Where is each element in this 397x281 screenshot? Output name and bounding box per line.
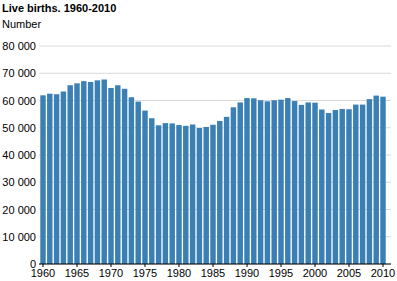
- x-axis: [39, 264, 391, 265]
- x-tick-label: 1975: [133, 267, 157, 279]
- x-tick-label: 1985: [201, 267, 225, 279]
- bar: [203, 127, 208, 264]
- bar: [319, 109, 324, 264]
- bar: [129, 97, 134, 264]
- y-tick-label: 60 000: [2, 95, 36, 107]
- grid-line: [39, 264, 391, 265]
- bar: [353, 105, 358, 264]
- bar: [169, 123, 174, 264]
- bar: [326, 113, 331, 264]
- bar: [258, 100, 263, 264]
- y-tick-label: 30 000: [2, 176, 36, 188]
- bar: [122, 89, 127, 264]
- bar: [224, 117, 229, 264]
- bar: [299, 105, 304, 264]
- bar: [333, 110, 338, 264]
- bar: [237, 102, 242, 264]
- bar: [380, 97, 385, 264]
- bar: [95, 80, 100, 264]
- y-tick-label: 40 000: [2, 149, 36, 161]
- y-tick-label: 50 000: [2, 122, 36, 134]
- bar: [149, 118, 154, 264]
- y-tick-label: 20 000: [2, 204, 36, 216]
- bar: [251, 98, 256, 264]
- bar: [163, 123, 168, 264]
- bar: [156, 125, 161, 264]
- chart: Live births. 1960-2010Number010 00020 00…: [0, 0, 397, 281]
- bar: [47, 94, 52, 264]
- bar: [271, 100, 276, 264]
- bar: [265, 101, 270, 264]
- bar: [210, 125, 215, 264]
- title: Live births. 1960-2010: [2, 2, 116, 14]
- x-tick-label: 1980: [167, 267, 191, 279]
- x-tick-label: 2005: [337, 267, 361, 279]
- bar: [285, 98, 290, 264]
- bar: [367, 99, 372, 264]
- bar: [135, 102, 140, 264]
- x-tick-label: 1965: [65, 267, 89, 279]
- bar: [339, 109, 344, 264]
- bar: [312, 103, 317, 264]
- bar: [197, 128, 202, 264]
- bars: [40, 80, 385, 264]
- y-axis-label: Number: [2, 18, 41, 30]
- bar: [176, 125, 181, 264]
- bar: [88, 82, 93, 264]
- bar: [40, 95, 45, 264]
- bar: [101, 80, 106, 264]
- bar: [217, 121, 222, 264]
- x-tick-label: 1970: [99, 267, 123, 279]
- bar: [183, 126, 188, 264]
- grid-line: [39, 46, 391, 47]
- bar: [346, 109, 351, 264]
- x-tick-label: 1990: [235, 267, 259, 279]
- bar: [54, 94, 59, 264]
- bar: [67, 85, 72, 264]
- bar: [108, 88, 113, 264]
- x-tick-label: 2000: [303, 267, 327, 279]
- bar: [278, 100, 283, 264]
- y-tick-label: 10 000: [2, 231, 36, 243]
- x-tick-label: 1995: [269, 267, 293, 279]
- x-tick-label: 2010: [371, 267, 395, 279]
- bar: [190, 124, 195, 264]
- y-tick-label: 70 000: [2, 67, 36, 79]
- bar: [360, 105, 365, 264]
- bar: [81, 81, 86, 264]
- bar: [373, 96, 378, 264]
- bar: [142, 111, 147, 264]
- grid-line: [39, 73, 391, 74]
- bar: [74, 83, 79, 264]
- bar: [244, 98, 249, 264]
- bar: [305, 102, 310, 264]
- bar: [231, 107, 236, 264]
- bar: [115, 85, 120, 264]
- x-tick-label: 1960: [31, 267, 55, 279]
- bar: [292, 101, 297, 264]
- bar: [61, 92, 66, 264]
- y-tick-label: 80 000: [2, 40, 36, 52]
